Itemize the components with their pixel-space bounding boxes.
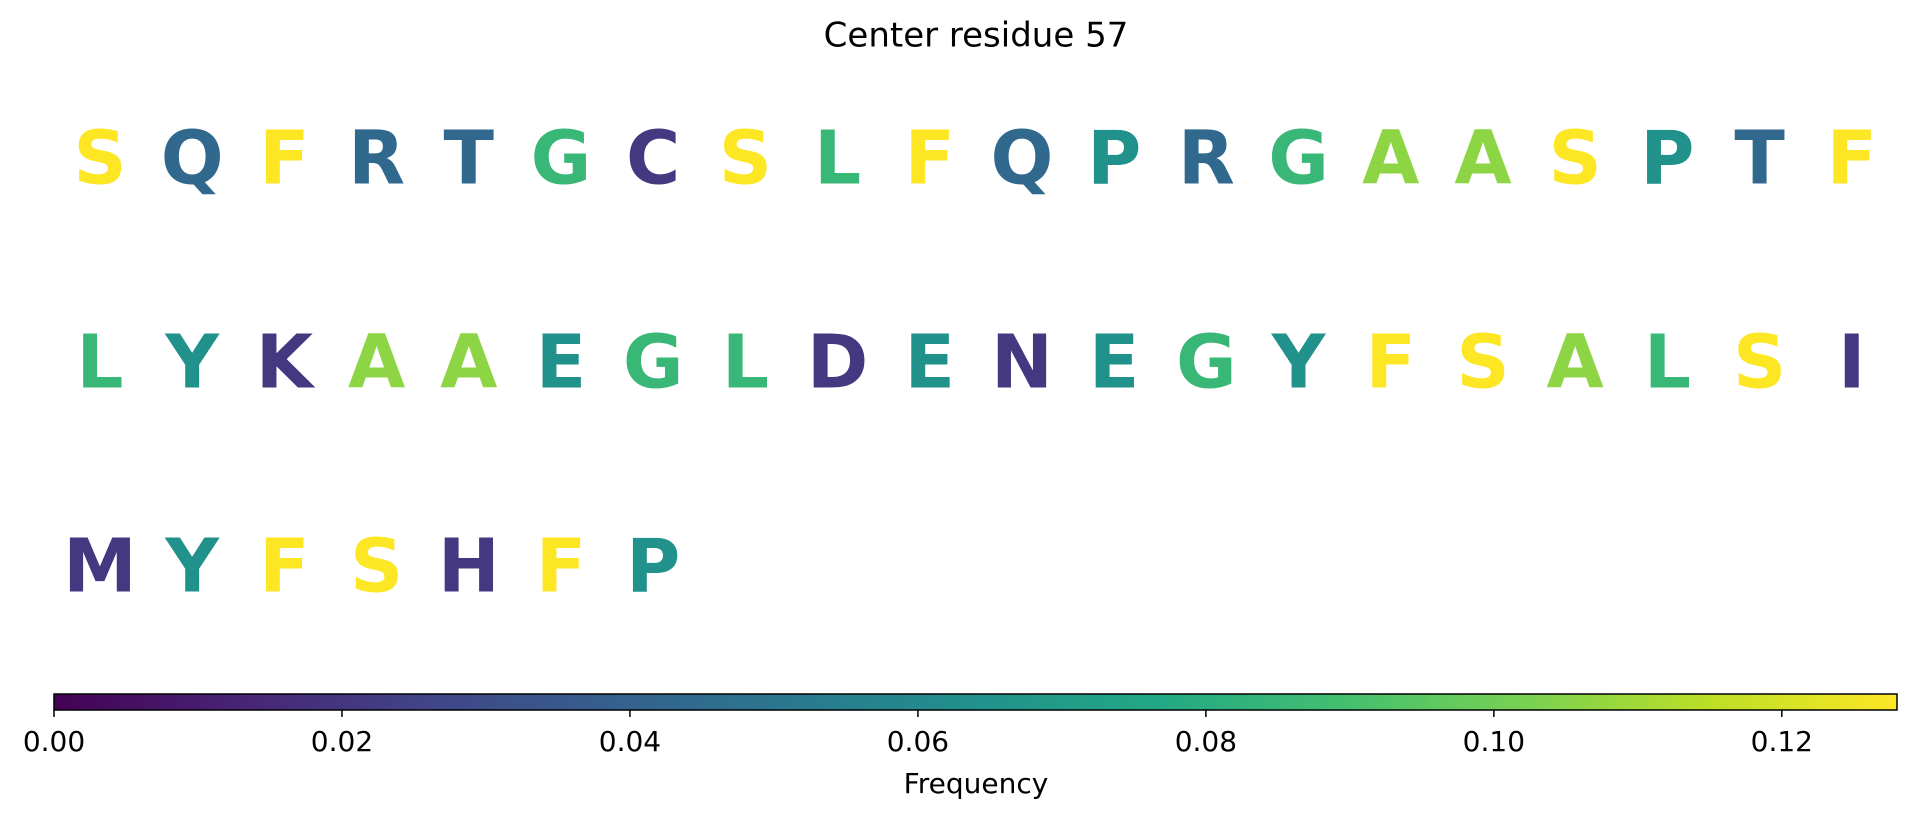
residue-letter: A (348, 320, 405, 406)
residue-letter: I (1838, 320, 1866, 406)
residue-letter: G (623, 320, 684, 406)
residue-letter: P (1640, 116, 1694, 202)
colorbar (53, 693, 1898, 711)
residue-letter: L (76, 320, 123, 406)
residue-letter: E (1089, 320, 1140, 406)
colorbar-tick-label: 0.08 (1175, 725, 1237, 758)
colorbar-tick-label: 0.10 (1463, 725, 1525, 758)
residue-letter: D (807, 320, 868, 406)
residue-letter: A (1454, 116, 1511, 202)
residue-letter: F (536, 524, 587, 610)
residue-letter: Q (991, 116, 1054, 202)
residue-letter: G (1176, 320, 1237, 406)
residue-letter: Y (1271, 320, 1327, 406)
residue-letter: S (350, 524, 403, 610)
residue-letter: T (1734, 116, 1785, 202)
residue-letter: G (1268, 116, 1329, 202)
residue-letter: F (1827, 116, 1878, 202)
residue-letter: Q (161, 116, 224, 202)
residue-letter: G (531, 116, 592, 202)
residue-letter: C (626, 116, 680, 202)
colorbar-tick-label: 0.02 (311, 725, 373, 758)
residue-letter: R (1178, 116, 1235, 202)
residue-letter: Y (164, 320, 220, 406)
residue-letter: L (722, 320, 769, 406)
colorbar-tick-label: 0.12 (1751, 725, 1813, 758)
residue-letter: R (348, 116, 405, 202)
residue-letter: P (626, 524, 680, 610)
residue-letter: F (905, 116, 956, 202)
residue-letter: Y (164, 524, 220, 610)
colorbar-tick-label: 0.04 (599, 725, 661, 758)
colorbar-tick-label: 0.06 (887, 725, 949, 758)
residue-letter: F (259, 116, 310, 202)
residue-letter: L (814, 116, 861, 202)
chart-title: Center residue 57 (824, 16, 1129, 56)
residue-letter: M (63, 524, 137, 610)
residue-letter: E (536, 320, 587, 406)
residue-letter: E (905, 320, 956, 406)
colorbar-tick-label: 0.00 (23, 725, 85, 758)
residue-letter: T (444, 116, 495, 202)
residue-letter: S (1456, 320, 1509, 406)
residue-letter: P (1087, 116, 1141, 202)
residue-letter: F (259, 524, 310, 610)
residue-letter: S (1549, 116, 1602, 202)
residue-letter: S (73, 116, 126, 202)
residue-letter: A (1362, 116, 1419, 202)
residue-letter: H (438, 524, 500, 610)
colorbar-label: Frequency (904, 767, 1049, 800)
residue-letter: S (719, 116, 772, 202)
residue-letter: S (1733, 320, 1786, 406)
residue-letter: L (1644, 320, 1691, 406)
residue-letter: K (256, 320, 316, 406)
residue-letter: F (1366, 320, 1417, 406)
residue-letter: N (991, 320, 1053, 406)
residue-letter: A (440, 320, 497, 406)
residue-letter: A (1547, 320, 1604, 406)
